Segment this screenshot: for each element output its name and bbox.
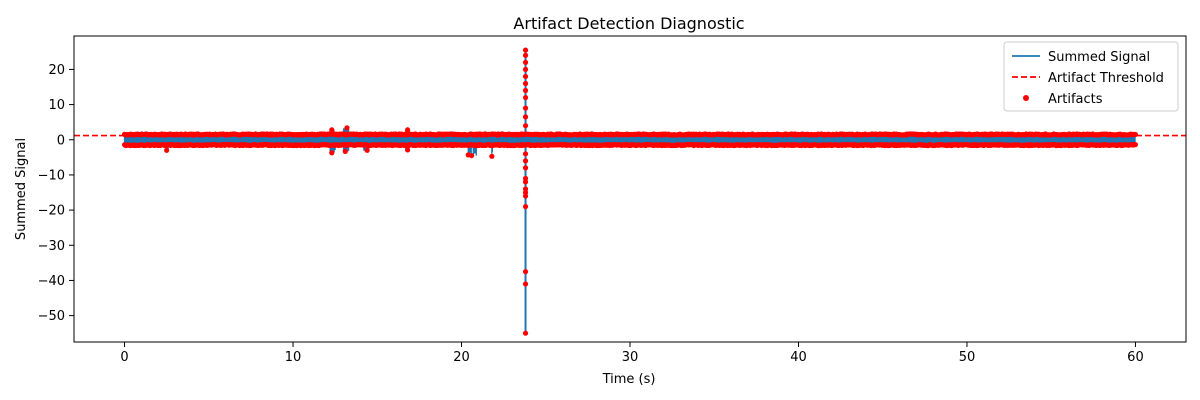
artifact-point (522, 105, 529, 111)
artifact-point (164, 147, 170, 153)
artifact-point (329, 127, 335, 133)
artifact-point (522, 193, 529, 199)
artifact-point (465, 152, 471, 158)
y-axis-label: Summed Signal (14, 138, 29, 240)
artifact-point (522, 330, 529, 336)
signal-segment (329, 129, 336, 154)
legend-artifacts-label: Artifacts (1048, 92, 1103, 107)
artifact-point (522, 179, 529, 185)
legend-box (1003, 41, 1179, 112)
signal-segment (405, 129, 410, 151)
x-tick-label: 50 (959, 350, 976, 365)
artifact-point (1132, 131, 1138, 138)
artifact-point (522, 52, 529, 58)
artifact-point (405, 127, 411, 133)
artifact-point (522, 80, 529, 87)
artifact-point (522, 87, 529, 94)
x-tick-label: 20 (453, 350, 470, 365)
artifact-point (329, 150, 335, 156)
x-tick-label: 60 (1127, 350, 1144, 365)
y-axis-ticks: 20 10 0 −10 −20 −30 −40 −50 (38, 63, 74, 324)
legend: Summed Signal Artifact Threshold Artifac… (1003, 41, 1179, 112)
y-tick-label: 0 (57, 133, 65, 148)
artifact-point (522, 73, 529, 80)
artifact-point (522, 47, 529, 53)
artifact-point (1132, 142, 1138, 148)
signal-segment (342, 127, 350, 152)
signal-segment (166, 133, 169, 150)
plot-area (74, 47, 1186, 336)
artifact-point (522, 281, 529, 287)
y-tick-label: −20 (38, 204, 65, 219)
artifact-point (522, 66, 529, 73)
x-axis-ticks: 0 10 20 30 40 50 60 (120, 342, 1144, 365)
legend-signal-label: Summed Signal (1048, 50, 1150, 65)
y-tick-label: 10 (48, 98, 65, 113)
x-tick-label: 40 (790, 350, 807, 365)
artifact-point (522, 165, 529, 171)
artifact-point (522, 114, 529, 120)
y-tick-label: −10 (38, 168, 65, 183)
artifact-point (364, 147, 370, 153)
artifact-point (405, 147, 411, 153)
artifact-point (522, 203, 529, 210)
artifact-point (522, 269, 529, 275)
artifact-point (522, 94, 529, 101)
x-tick-label: 30 (622, 350, 639, 365)
y-tick-label: −40 (38, 274, 65, 289)
artifact-point (342, 148, 348, 154)
artifact-point (522, 151, 529, 157)
artifacts-series (121, 47, 1138, 336)
artifact-point (344, 125, 350, 131)
artifact-point (489, 153, 495, 159)
y-tick-label: −50 (38, 309, 65, 324)
artifact-point (522, 59, 529, 65)
legend-threshold-label: Artifact Threshold (1048, 71, 1164, 86)
legend-artifacts-swatch (1023, 95, 1029, 101)
x-tick-label: 10 (285, 350, 302, 365)
y-tick-label: 20 (48, 63, 65, 78)
artifact-point (522, 123, 529, 129)
summed-signal-series (123, 50, 1136, 334)
y-tick-label: −30 (38, 239, 65, 254)
artifact-point (522, 158, 529, 164)
x-tick-label: 0 (120, 350, 128, 365)
signal-segment (363, 132, 370, 151)
chart-title: Artifact Detection Diagnostic (513, 14, 744, 33)
x-axis-label: Time (s) (602, 372, 656, 387)
